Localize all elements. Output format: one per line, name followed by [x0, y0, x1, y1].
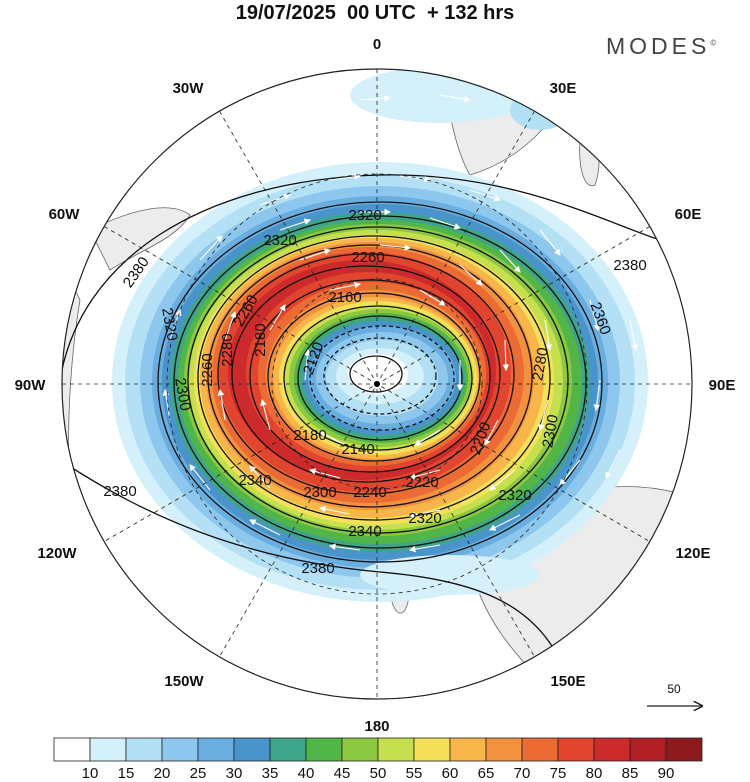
- contour-2200: [267, 292, 481, 462]
- colorbar-swatch: [197, 737, 235, 762]
- pole-marker: [374, 381, 380, 387]
- contour-label: 2260: [351, 249, 384, 266]
- contour-label: 2320: [498, 487, 531, 504]
- contour-2220: [249, 279, 491, 473]
- colorbar-label: 75: [550, 765, 567, 782]
- colorbar-label: 85: [622, 765, 639, 782]
- antarctic-peninsula-land: [89, 207, 191, 271]
- contour-2260: [217, 253, 515, 495]
- longitude-label-60w: 60W: [49, 206, 81, 223]
- contour-label: 2260: [199, 353, 216, 386]
- wind-reference-value: 50: [667, 682, 681, 696]
- colorbar-label: 15: [118, 765, 135, 782]
- contour-label: 2320: [263, 232, 296, 249]
- contour-2320: [187, 226, 569, 534]
- wind-reference: 50: [647, 682, 702, 706]
- contour-2360: [157, 201, 603, 563]
- contour-label: 2240: [353, 484, 386, 501]
- longitude-label-30e: 30E: [550, 80, 577, 97]
- map-title: 19/07/2025 00 UTC + 132 hrs: [235, 2, 515, 24]
- colorbar-label: 80: [586, 765, 603, 782]
- colorbar: 10 15 20 25 30 35 40 45 50 55 60 65 70 75 80 85 90: [53, 737, 703, 782]
- contour-label: 2180: [252, 323, 269, 356]
- wind-arrows: [108, 94, 639, 553]
- longitude-label-60e: 60E: [675, 206, 702, 223]
- contour-2160: [297, 315, 463, 441]
- contour-label: 2380: [103, 483, 136, 500]
- contour-label: 2140: [341, 441, 374, 458]
- colorbar-swatch: [413, 737, 451, 762]
- longitude-label-150w: 150W: [164, 673, 204, 690]
- colorbar-swatch: [161, 737, 199, 762]
- colorbar-swatch: [377, 737, 415, 762]
- contour-2340: [173, 215, 587, 549]
- colorbar-label: 20: [154, 765, 171, 782]
- colorbar-swatch: [449, 737, 487, 762]
- contour-2280: [207, 244, 533, 508]
- contour-label: 2300: [539, 413, 562, 449]
- contour-2240: [231, 265, 501, 483]
- madagascar-land: [579, 138, 600, 187]
- longitude-label-group: 0 30E 60E 90E 120E 150E 180 150W 120W 90…: [15, 36, 736, 735]
- colorbar-label: 60: [442, 765, 459, 782]
- wind-speed-bands: [112, 69, 648, 602]
- contour-label: 2320: [408, 510, 441, 527]
- colorbar-swatch: [269, 737, 307, 762]
- colorbar-swatch: [305, 737, 343, 762]
- longitude-label-30w: 30W: [173, 80, 205, 97]
- colorbar-swatch: [125, 737, 163, 762]
- contour-label: 2280: [219, 333, 236, 366]
- contour-label: 2180: [293, 427, 326, 444]
- contour-label: 2340: [238, 472, 271, 489]
- colorbar-label: 45: [334, 765, 351, 782]
- colorbar-swatch: [665, 737, 703, 762]
- colorbar-swatch: [341, 737, 379, 762]
- contour-label: 2380: [613, 257, 646, 274]
- longitude-label-90e: 90E: [709, 377, 736, 394]
- contour-2120: [323, 337, 437, 415]
- colorbar-label: 35: [262, 765, 279, 782]
- contour-label: 2220: [405, 474, 438, 491]
- colorbar-swatch: [53, 737, 91, 762]
- contour-2140: [309, 325, 455, 431]
- contour-label: 2300: [171, 376, 194, 412]
- contour-label: 2280: [529, 346, 552, 382]
- colorbar-label: 65: [478, 765, 495, 782]
- colorbar-label: 30: [226, 765, 243, 782]
- contour-label-group: 2380 2380 2380 2380 2360 2340 2340 2320 …: [103, 207, 646, 577]
- colorbar-label: 70: [514, 765, 531, 782]
- contour-label: 2160: [328, 289, 361, 306]
- contour-2180: [283, 305, 473, 451]
- contour-label: 2300: [303, 484, 336, 501]
- longitude-label-0: 0: [373, 36, 381, 53]
- colorbar-label: 55: [406, 765, 423, 782]
- longitude-label-150e: 150E: [550, 673, 585, 690]
- contour-label: 2320: [158, 306, 181, 342]
- colorbar-label: 25: [190, 765, 207, 782]
- longitude-label-90w: 90W: [15, 377, 47, 394]
- contour-2300: [197, 235, 551, 521]
- contour-label: 2380: [301, 560, 334, 577]
- longitude-label-120w: 120W: [37, 545, 77, 562]
- height-contours: [62, 174, 661, 661]
- colorbar-swatch: [593, 737, 631, 762]
- colorbar-label: 50: [370, 765, 387, 782]
- brand-logo: MODES©: [606, 33, 717, 59]
- contour-label: 2320: [348, 207, 381, 224]
- colorbar-swatch: [233, 737, 271, 762]
- longitude-label-180: 180: [364, 718, 389, 735]
- colorbar-swatch: [521, 737, 559, 762]
- colorbar-swatch: [485, 737, 523, 762]
- colorbar-label: 10: [82, 765, 99, 782]
- colorbar-label: 90: [658, 765, 675, 782]
- colorbar-label: 40: [298, 765, 315, 782]
- colorbar-swatch: [89, 737, 127, 762]
- colorbar-swatch: [557, 737, 595, 762]
- contour-label: 2340: [348, 523, 381, 540]
- colorbar-swatch: [629, 737, 667, 762]
- longitude-label-120e: 120E: [675, 545, 710, 562]
- map-boundary: [61, 68, 693, 700]
